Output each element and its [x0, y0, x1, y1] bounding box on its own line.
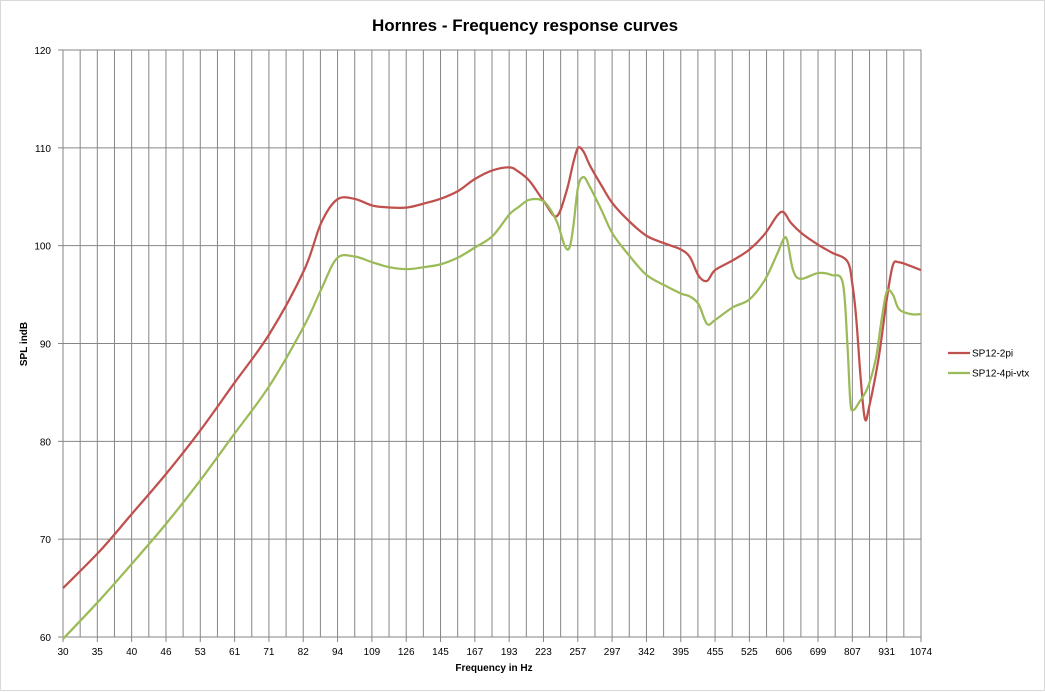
x-tick-label: 606 — [775, 647, 792, 658]
series-line-1 — [62, 146, 922, 589]
grid — [62, 49, 922, 638]
y-tick-label: 100 — [34, 242, 51, 253]
legend: SP12-2pi SP12-4pi-vtx — [948, 349, 1029, 380]
y-tick-label: 110 — [35, 144, 51, 155]
x-tick-label: 342 — [638, 647, 655, 658]
x-tick-label: 455 — [707, 647, 724, 658]
x-tick-label: 71 — [263, 647, 275, 658]
x-tick-label: 807 — [844, 647, 861, 658]
x-axis-title: Frequency in Hz — [455, 663, 532, 674]
x-tick-label: 257 — [569, 647, 586, 658]
x-tick-label: 525 — [741, 647, 758, 658]
series-line-2 — [62, 176, 922, 640]
y-axis-title: SPL indB — [19, 322, 30, 366]
y-tick-label: 90 — [40, 340, 52, 351]
y-tick-label: 120 — [34, 46, 51, 57]
legend-label: SP12-2pi — [972, 349, 1013, 360]
x-tick-label: 40 — [126, 647, 138, 658]
x-tick-label: 297 — [604, 647, 621, 658]
y-tick-label: 80 — [40, 437, 52, 448]
x-tick-label: 145 — [432, 647, 449, 658]
x-tick-label: 395 — [672, 647, 689, 658]
y-tick-label: 70 — [40, 535, 52, 546]
x-tick-label: 931 — [878, 647, 895, 658]
x-tick-label: 94 — [332, 647, 344, 658]
x-tick-label: 223 — [535, 647, 552, 658]
x-tick-label: 699 — [810, 647, 827, 658]
x-tick-label: 61 — [229, 647, 241, 658]
legend-label: SP12-4pi-vtx — [972, 369, 1029, 380]
x-tick-label: 167 — [466, 647, 483, 658]
series-lines — [62, 146, 922, 640]
x-tick-label: 82 — [298, 647, 310, 658]
x-tick-label: 109 — [364, 647, 381, 658]
x-tick-label: 30 — [57, 647, 69, 658]
x-axis-ticks: 30 35 40 46 53 61 71 82 94 109 126 145 167 193 223 257 2… — [57, 637, 933, 658]
x-tick-label: 35 — [92, 647, 104, 658]
x-tick-label: 53 — [195, 647, 207, 658]
y-axis-ticks: 60 70 80 90 100 110 120 — [34, 46, 63, 644]
chart-title: Hornres - Frequency response curves — [372, 16, 678, 35]
x-tick-label: 46 — [160, 647, 172, 658]
x-tick-label: 126 — [398, 647, 415, 658]
x-tick-label: 193 — [501, 647, 518, 658]
y-tick-label: 60 — [40, 633, 52, 644]
x-tick-label: 1074 — [910, 647, 933, 658]
